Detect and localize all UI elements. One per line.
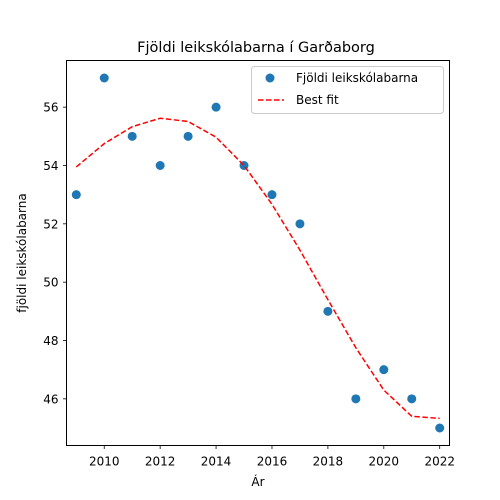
y-tick-label: 50: [43, 276, 58, 290]
data-point: [183, 131, 193, 141]
legend-marker-scatter: [265, 73, 275, 83]
x-tick-label: 2018: [313, 455, 344, 469]
x-axis: 2010 2012 2014 2016 2018 2020 2022: [89, 445, 455, 469]
x-tick-label: 2012: [145, 455, 176, 469]
chart-title: Fjöldi leikskólabarna í Garðaborg: [137, 40, 375, 56]
data-point: [379, 365, 389, 375]
x-tick-label: 2010: [89, 455, 120, 469]
legend: Fjöldi leikskólabarna Best fit: [251, 66, 444, 114]
data-point: [155, 161, 165, 170]
data-point: [267, 190, 277, 200]
y-tick-label: 56: [43, 101, 58, 115]
data-point: [351, 394, 361, 404]
data-point: [435, 423, 445, 433]
data-point: [127, 131, 137, 141]
plot-area: [71, 73, 445, 433]
legend-box: [251, 66, 444, 114]
y-tick-label: 46: [43, 392, 58, 406]
data-point: [99, 73, 109, 83]
y-axis-title: fjöldi leikskólabarna: [15, 193, 29, 312]
x-tick-label: 2016: [257, 455, 288, 469]
legend-label-best-fit: Best fit: [296, 93, 339, 107]
data-point: [71, 190, 81, 200]
y-tick-label: 52: [43, 217, 58, 231]
best-fit-line: [75, 117, 440, 420]
axes-frame: [66, 60, 450, 446]
data-point: [211, 102, 221, 112]
y-tick-label: 54: [43, 159, 58, 173]
x-tick-label: 2014: [201, 455, 232, 469]
x-axis-title: Ár: [251, 474, 264, 489]
data-point: [295, 219, 305, 229]
data-point: [407, 394, 417, 404]
x-tick-label: 2020: [369, 455, 400, 469]
legend-label-scatter: Fjöldi leikskólabarna: [296, 71, 418, 85]
y-tick-label: 48: [43, 334, 58, 348]
y-axis: 46 48 50 52 54 56: [43, 101, 67, 406]
x-tick-label: 2022: [424, 455, 455, 469]
data-point: [323, 306, 333, 316]
